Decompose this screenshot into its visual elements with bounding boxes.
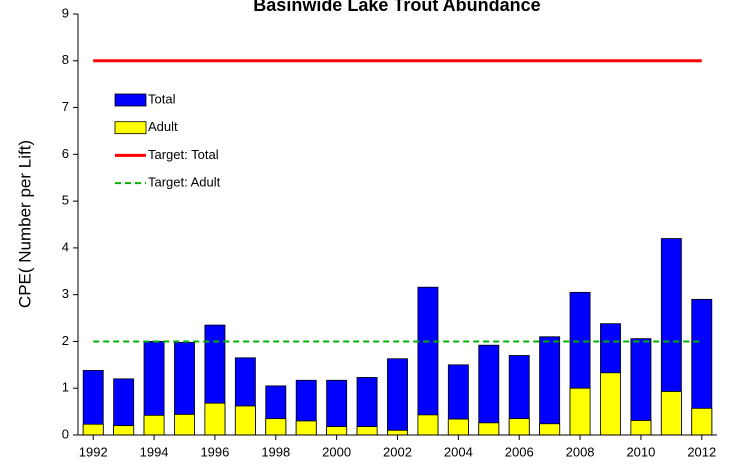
y-tick-label: 0 [62,426,69,441]
x-tick-label: 2008 [566,444,595,459]
y-tick-label: 7 [62,99,69,114]
bar [600,372,621,436]
x-tick-label: 2010 [626,444,655,459]
bar [265,418,287,436]
x-tick-label: 2012 [687,444,716,459]
bar [478,344,500,436]
bar [447,418,469,436]
y-tick-label: 4 [62,239,69,254]
bar [356,426,378,436]
x-tick-label: 1998 [261,444,290,459]
x-tick-label: 2000 [322,444,351,459]
bar [143,414,165,436]
x-tick-label: 2006 [505,444,534,459]
bar [417,414,439,436]
y-tick-label: 3 [62,286,69,301]
bar [539,336,561,436]
bar [630,420,652,436]
y-tick-label: 9 [62,5,69,20]
legend-label: Target: Total [148,147,219,162]
y-tick-label: 2 [62,333,69,348]
bar [295,420,317,436]
y-tick-label: 5 [62,193,69,208]
bar [417,286,439,436]
legend-label: Adult [148,119,178,134]
y-tick-label: 1 [62,380,69,395]
bar [478,422,500,436]
bar [82,423,104,436]
y-tick-label: 8 [62,52,69,67]
bar [174,414,195,436]
legend-swatch [114,121,147,135]
bar [569,387,591,436]
legend-swatch [114,93,147,107]
bar [387,358,408,436]
chart-title: Basinwide Lake Trout Abundance [253,0,540,15]
x-tick-label: 1996 [200,444,229,459]
bar [204,402,226,436]
legend-label: Total [148,91,176,106]
x-tick-label: 2002 [383,444,412,459]
bar [508,418,530,436]
bar [691,407,713,436]
bar [234,405,256,436]
bar [539,423,561,436]
bar [326,426,348,436]
x-tick-label: 1994 [140,444,169,459]
legend-label: Target: Adult [148,175,221,190]
y-tick-label: 6 [62,146,69,161]
bar [387,429,408,436]
bar [113,425,135,436]
y-axis-label: CPE( Number per Lift) [15,140,34,308]
x-tick-label: 2004 [444,444,473,459]
x-tick-label: 1992 [79,444,108,459]
bar [660,391,682,436]
